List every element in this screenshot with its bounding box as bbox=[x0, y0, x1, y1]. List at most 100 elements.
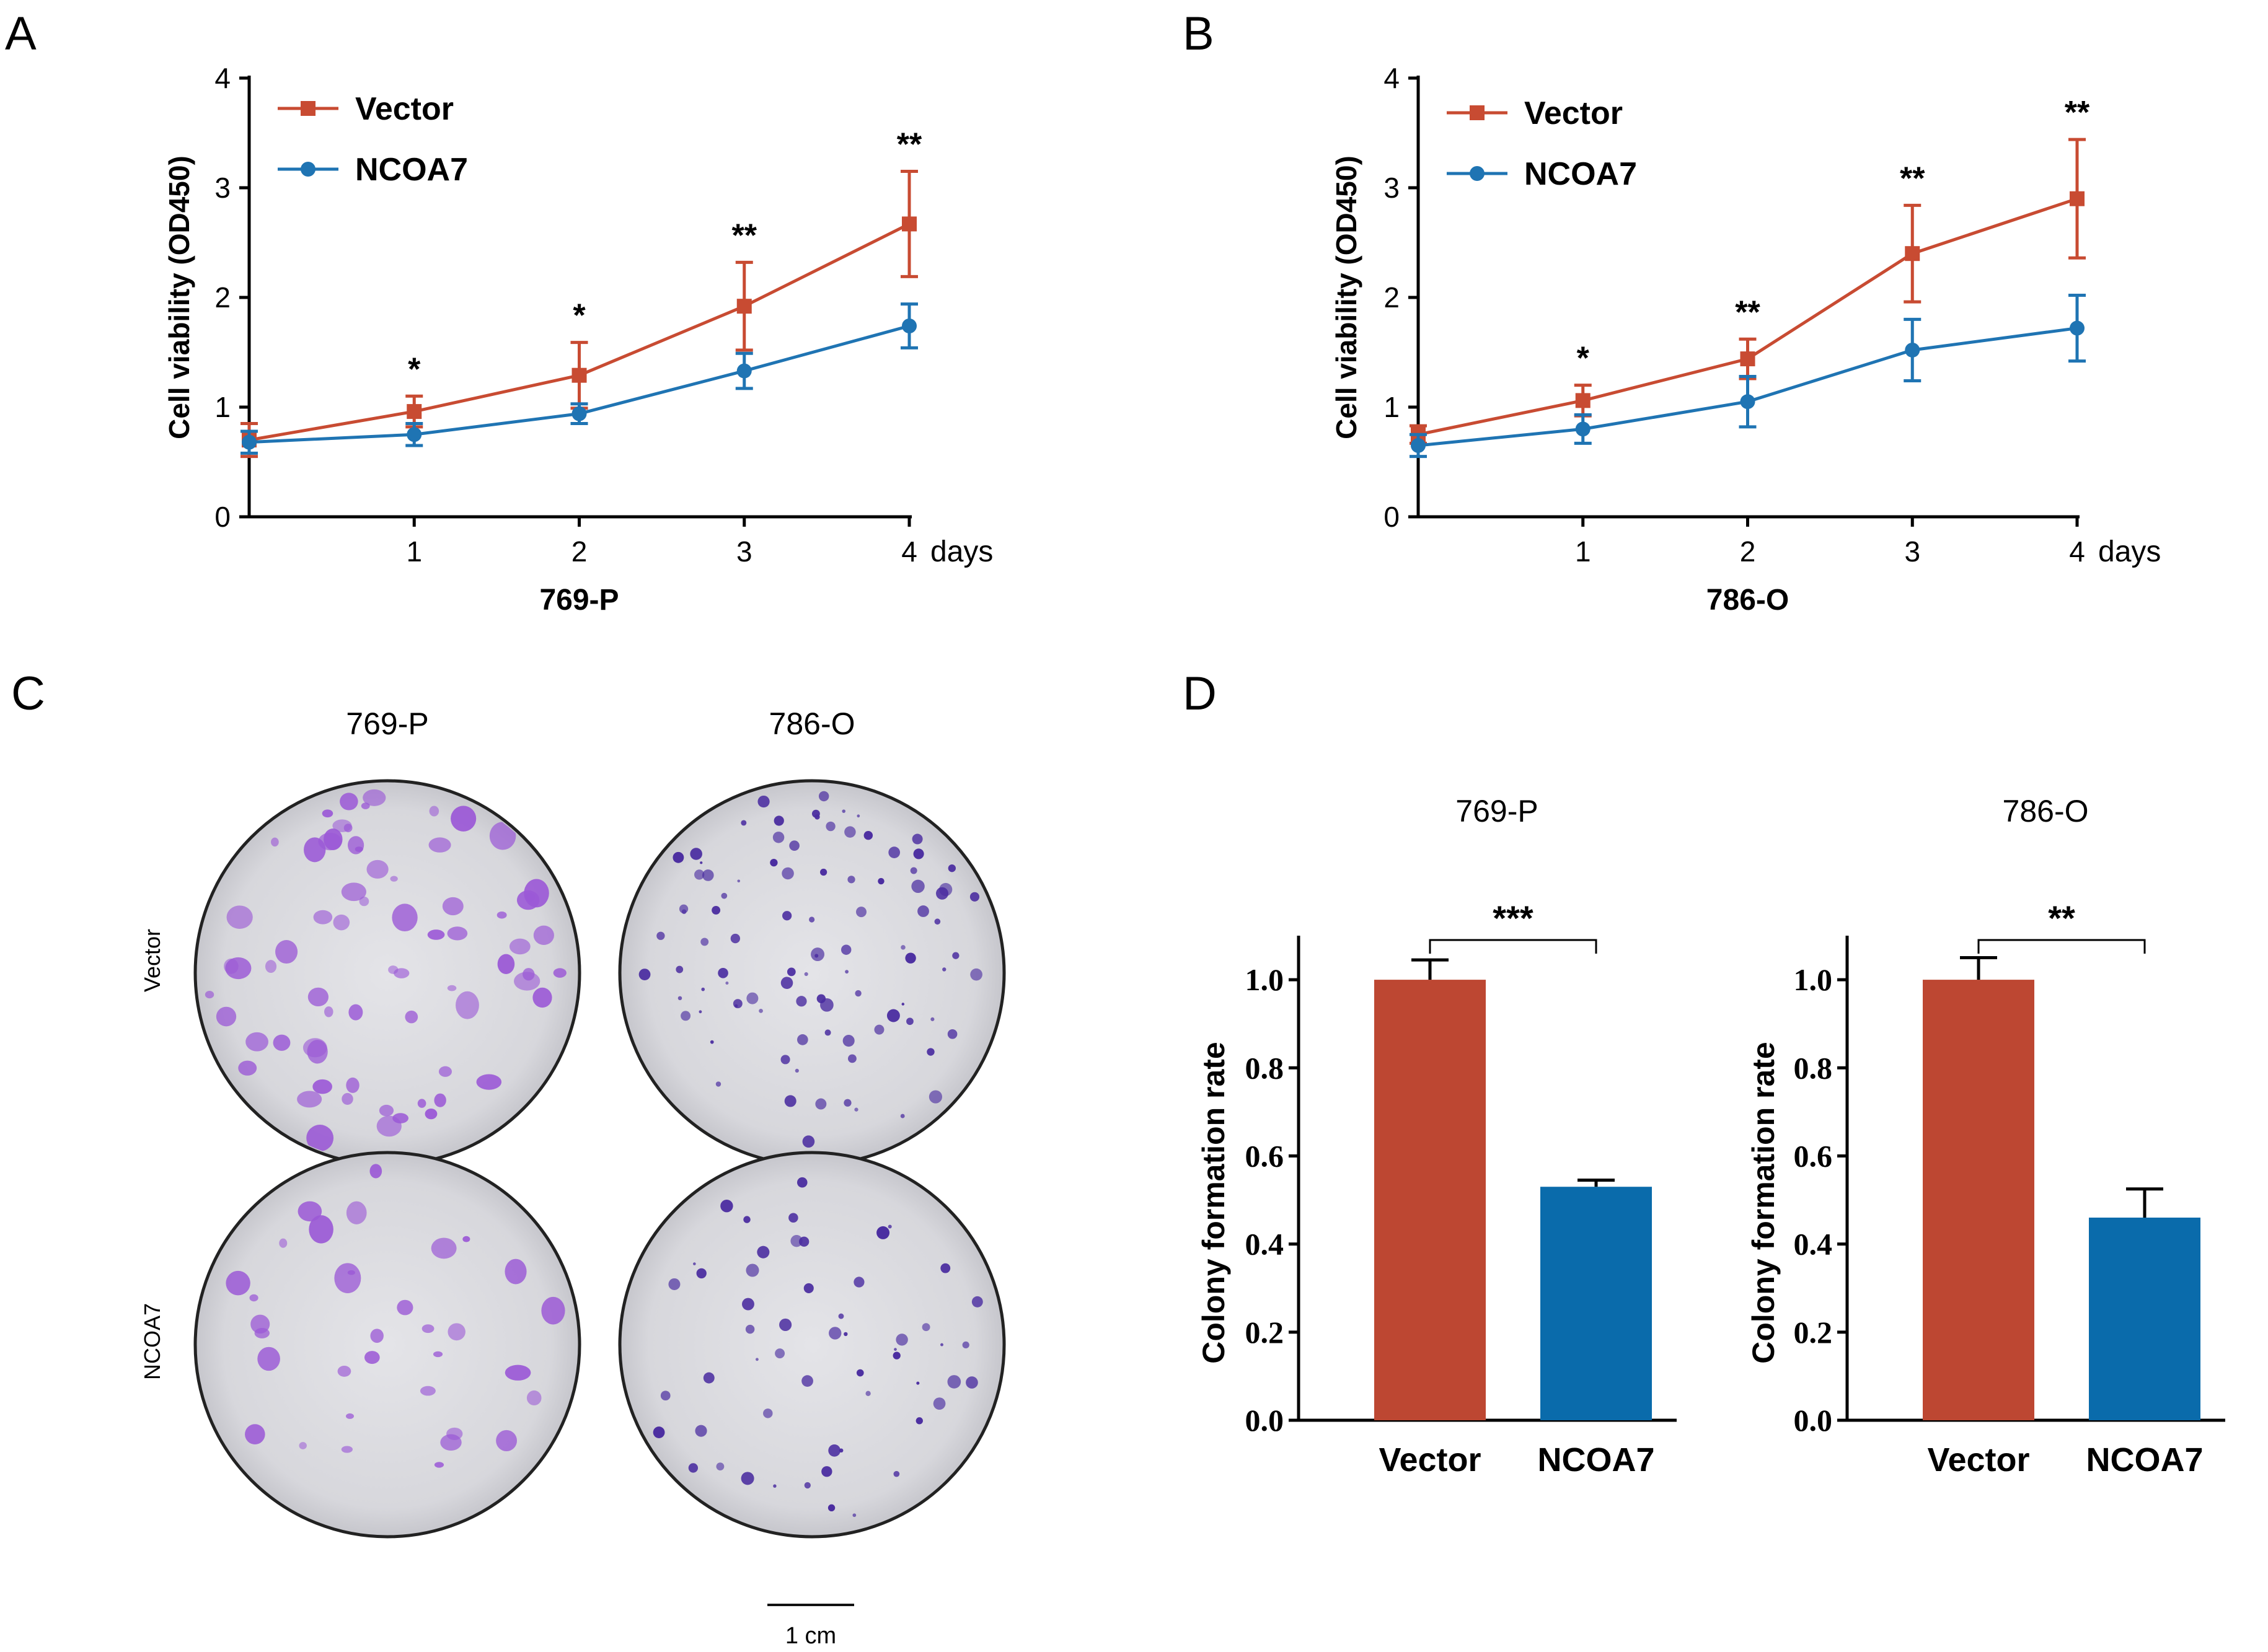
data-point-ncoa7 bbox=[571, 406, 587, 421]
y-tick-label: 0.4 bbox=[1245, 1227, 1284, 1262]
colony bbox=[730, 933, 741, 944]
colony bbox=[804, 1482, 811, 1489]
colony bbox=[420, 1386, 436, 1396]
colony bbox=[699, 1010, 702, 1014]
panel-letter-c: C bbox=[11, 667, 45, 720]
colony bbox=[429, 806, 439, 817]
legend-label-vector: Vector bbox=[355, 91, 454, 127]
significance-marker: ** bbox=[2065, 95, 2090, 131]
colony bbox=[947, 1029, 958, 1039]
row-label-vector: Vector bbox=[139, 929, 165, 992]
colony-image-panel: 769-P 786-O Vector NCOA7 1 cm bbox=[139, 706, 1006, 1649]
colony bbox=[757, 795, 770, 808]
y-tick-label: 1.0 bbox=[1245, 962, 1284, 997]
significance-marker: ** bbox=[1735, 294, 1760, 330]
colony bbox=[863, 830, 873, 840]
data-point-vector bbox=[1740, 351, 1755, 367]
colony bbox=[341, 1446, 353, 1453]
significance-marker: ** bbox=[2048, 898, 2075, 938]
colony bbox=[741, 820, 747, 826]
colony bbox=[842, 1035, 855, 1047]
colony bbox=[803, 1283, 814, 1293]
colony bbox=[841, 944, 852, 955]
y-tick-label: 0.6 bbox=[1794, 1138, 1833, 1173]
data-point-vector bbox=[571, 367, 587, 383]
data-point-ncoa7 bbox=[1575, 421, 1591, 437]
colony bbox=[757, 1246, 770, 1259]
colony-cluster bbox=[226, 1164, 565, 1468]
y-axis-title: Cell viability (OD450) bbox=[163, 156, 195, 439]
colony bbox=[844, 1099, 852, 1107]
colony bbox=[347, 1270, 355, 1275]
colony bbox=[821, 1466, 832, 1477]
x-unit-label: days bbox=[930, 535, 993, 568]
column-label-769p: 769-P bbox=[346, 706, 428, 741]
category-label-ncoa7: NCOA7 bbox=[2086, 1441, 2203, 1478]
colony bbox=[668, 1278, 681, 1290]
colony bbox=[787, 967, 796, 977]
colony bbox=[743, 1216, 751, 1223]
x-tick-label: 3 bbox=[1904, 535, 1920, 568]
colony bbox=[716, 1462, 725, 1471]
x-tick-label: 4 bbox=[901, 535, 917, 568]
data-point-ncoa7 bbox=[2070, 320, 2085, 336]
colony bbox=[653, 1426, 665, 1438]
colony bbox=[970, 968, 982, 981]
significance-marker: *** bbox=[1493, 898, 1533, 938]
colony bbox=[309, 1215, 333, 1244]
significance-marker: ** bbox=[732, 217, 757, 253]
colony bbox=[917, 905, 929, 917]
colony bbox=[434, 1093, 446, 1107]
colony bbox=[446, 1427, 463, 1440]
colony bbox=[933, 1397, 946, 1410]
colony bbox=[271, 837, 279, 847]
colony bbox=[226, 905, 253, 929]
colony bbox=[746, 992, 759, 1004]
colony bbox=[392, 903, 418, 932]
colony bbox=[476, 1074, 502, 1090]
colony bbox=[801, 1375, 813, 1387]
y-tick-label: 2 bbox=[1383, 281, 1400, 314]
colony bbox=[681, 1011, 691, 1021]
significance-marker: * bbox=[408, 351, 421, 387]
colony bbox=[784, 1095, 796, 1107]
colony bbox=[844, 1332, 848, 1337]
colony bbox=[741, 1472, 754, 1485]
data-point-vector bbox=[736, 299, 752, 314]
x-tick-label: 1 bbox=[1575, 535, 1591, 568]
x-tick-label: 2 bbox=[571, 535, 588, 568]
colony bbox=[930, 1017, 935, 1021]
y-tick-label: 0.0 bbox=[1794, 1403, 1833, 1438]
colony bbox=[942, 967, 946, 972]
y-tick-label: 0.8 bbox=[1245, 1050, 1284, 1085]
colony bbox=[434, 1462, 444, 1468]
colony bbox=[694, 869, 705, 880]
colony bbox=[275, 940, 298, 964]
dish-786o-vector bbox=[618, 779, 1006, 1167]
colony bbox=[735, 1004, 738, 1008]
colony bbox=[304, 837, 326, 863]
colony bbox=[888, 846, 901, 858]
y-tick-label: 1 bbox=[1383, 391, 1400, 423]
colony bbox=[427, 929, 445, 940]
colony bbox=[966, 1376, 978, 1389]
colony bbox=[782, 911, 792, 921]
colony bbox=[857, 814, 860, 818]
colony bbox=[811, 809, 820, 818]
colony bbox=[265, 960, 277, 973]
colony bbox=[952, 952, 960, 959]
colony bbox=[819, 868, 827, 876]
colony bbox=[334, 1263, 361, 1293]
colony bbox=[712, 905, 721, 915]
colony bbox=[257, 1347, 280, 1371]
colony bbox=[696, 1268, 707, 1279]
colony bbox=[238, 1060, 257, 1076]
colony bbox=[809, 916, 815, 923]
colony bbox=[673, 851, 684, 863]
colony bbox=[936, 887, 949, 900]
bar-vector bbox=[1374, 980, 1486, 1420]
colony bbox=[799, 1236, 810, 1247]
panel-letter-b: B bbox=[1183, 7, 1214, 60]
bar-ncoa7 bbox=[2089, 1217, 2200, 1420]
bar-vector bbox=[1923, 980, 2034, 1420]
